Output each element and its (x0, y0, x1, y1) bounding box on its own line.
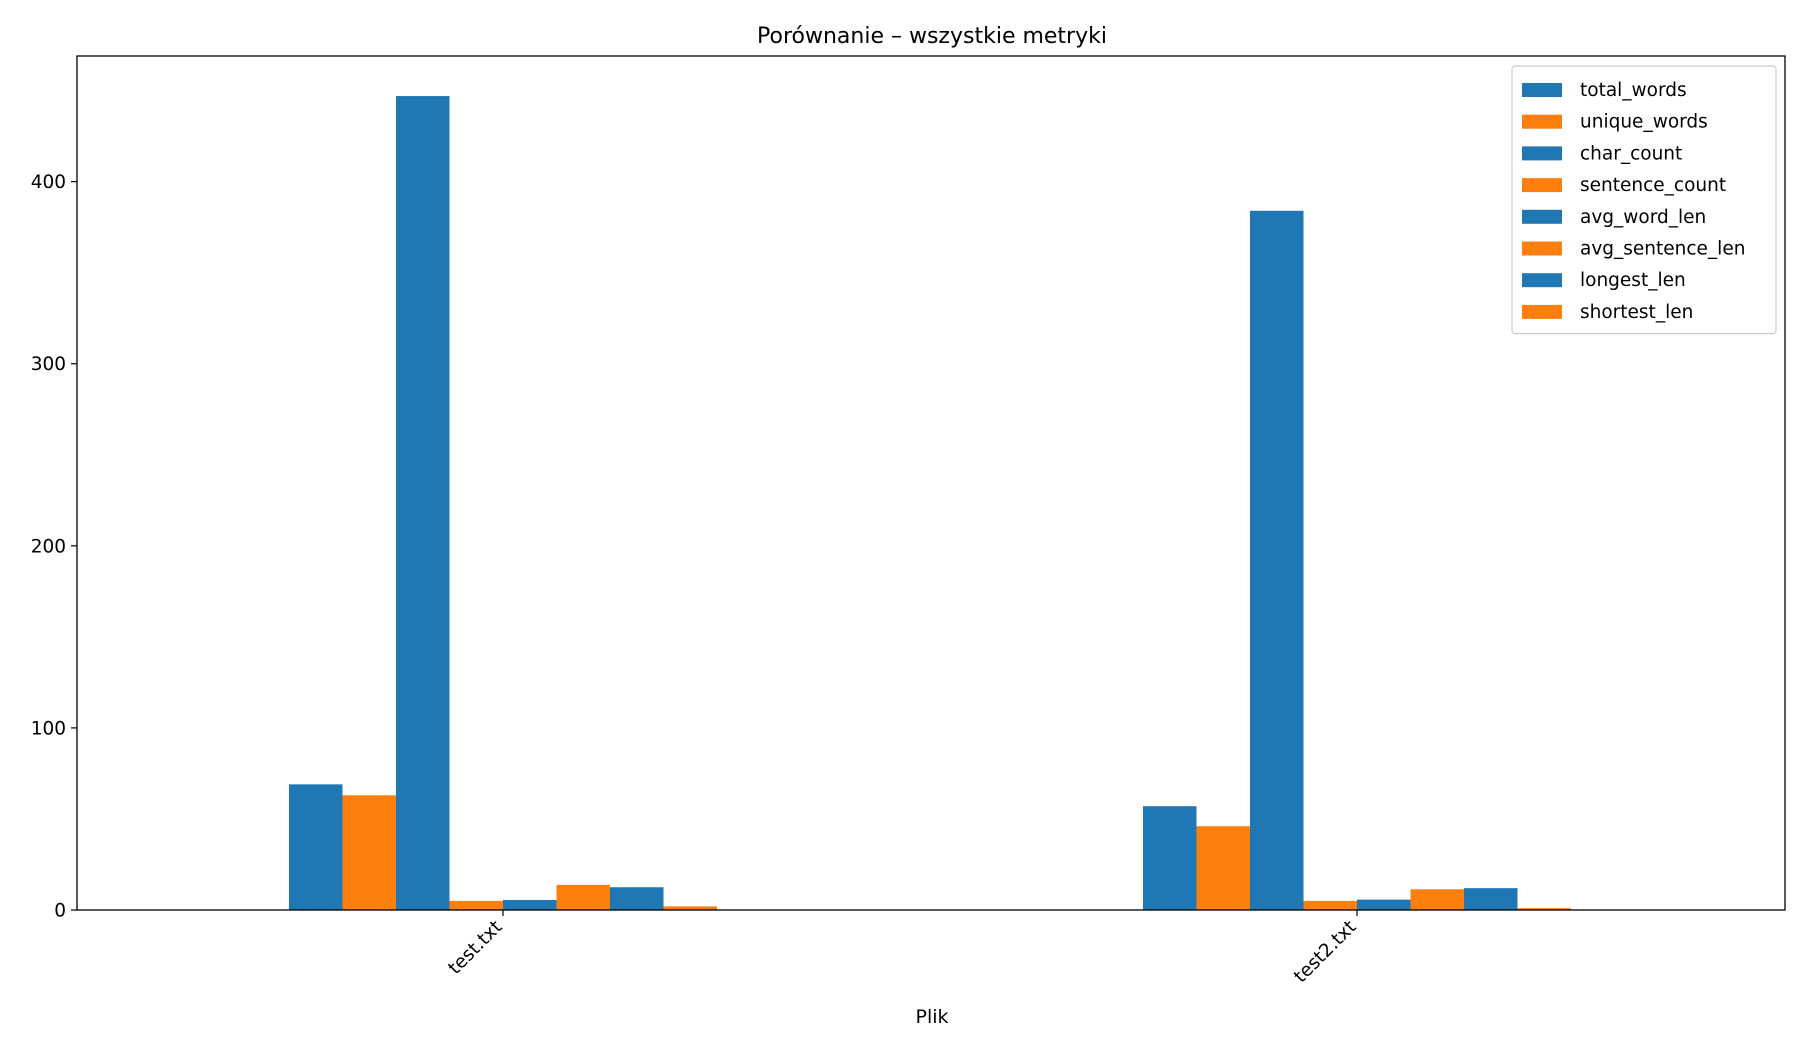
legend-swatch-total_words (1522, 83, 1562, 97)
bar-unique_words-test.txt (342, 795, 396, 910)
legend-label-total_words: total_words (1580, 80, 1687, 101)
y-tick-label: 200 (31, 536, 66, 557)
bar-avg_word_len-test2.txt (1357, 899, 1411, 910)
bar-char_count-test2.txt (1250, 210, 1304, 910)
legend-label-longest_len: longest_len (1580, 270, 1686, 291)
legend-swatch-longest_len (1522, 273, 1562, 288)
bar-unique_words-test2.txt (1196, 826, 1250, 910)
bar-avg_sentence_len-test2.txt (1410, 889, 1464, 910)
bar-shortest_len-test.txt (663, 906, 717, 910)
x-tick-label: test2.txt (1290, 917, 1360, 987)
bar-total_words-test2.txt (1143, 806, 1197, 910)
legend-swatch-unique_words (1522, 114, 1562, 129)
legend-swatch-avg_sentence_len (1522, 241, 1562, 256)
plot-frame (76, 55, 1786, 911)
legend-box (1511, 65, 1777, 335)
y-tick-label: 0 (54, 901, 66, 922)
legend-label-unique_words: unique_words (1580, 112, 1708, 133)
legend-label-shortest_len: shortest_len (1580, 302, 1693, 323)
bar-shortest_len-test2.txt (1517, 908, 1571, 910)
legend-swatch-sentence_count (1522, 178, 1562, 193)
bar-avg_word_len-test.txt (503, 899, 557, 910)
bar-longest_len-test2.txt (1464, 888, 1518, 910)
legend: total_words unique_words char_countsentenc… (1511, 65, 1777, 335)
y-tick-label: 400 (31, 172, 66, 193)
bar-avg_sentence_len-test.txt (556, 884, 610, 910)
legend-swatch-avg_word_len (1522, 209, 1562, 224)
y-tick-label: 300 (31, 354, 66, 375)
bar-sentence_count-test.txt (449, 900, 503, 910)
legend-label-avg_word_len: avg_word_len (1580, 207, 1706, 228)
legend-swatch-char_count (1522, 146, 1562, 161)
legend-swatch-shortest_len (1522, 304, 1562, 319)
legend-label-char_count: char_count (1580, 143, 1682, 164)
legend-label-sentence_count: sentence_count (1580, 175, 1726, 196)
bars-layer (289, 96, 1571, 911)
bar-char_count-test.txt (396, 96, 450, 911)
x-axis-label: Plik (915, 1006, 948, 1028)
chart-title: Porównanie – wszystkie metryki (757, 24, 1107, 49)
y-tick-label: 100 (31, 718, 66, 739)
bar-total_words-test.txt (289, 784, 343, 910)
bar-longest_len-test.txt (610, 887, 664, 910)
x-tick-label: test.txt (444, 917, 506, 979)
bar-sentence_count-test2.txt (1303, 900, 1357, 910)
legend-label-avg_sentence_len: avg_sentence_len (1580, 239, 1745, 260)
